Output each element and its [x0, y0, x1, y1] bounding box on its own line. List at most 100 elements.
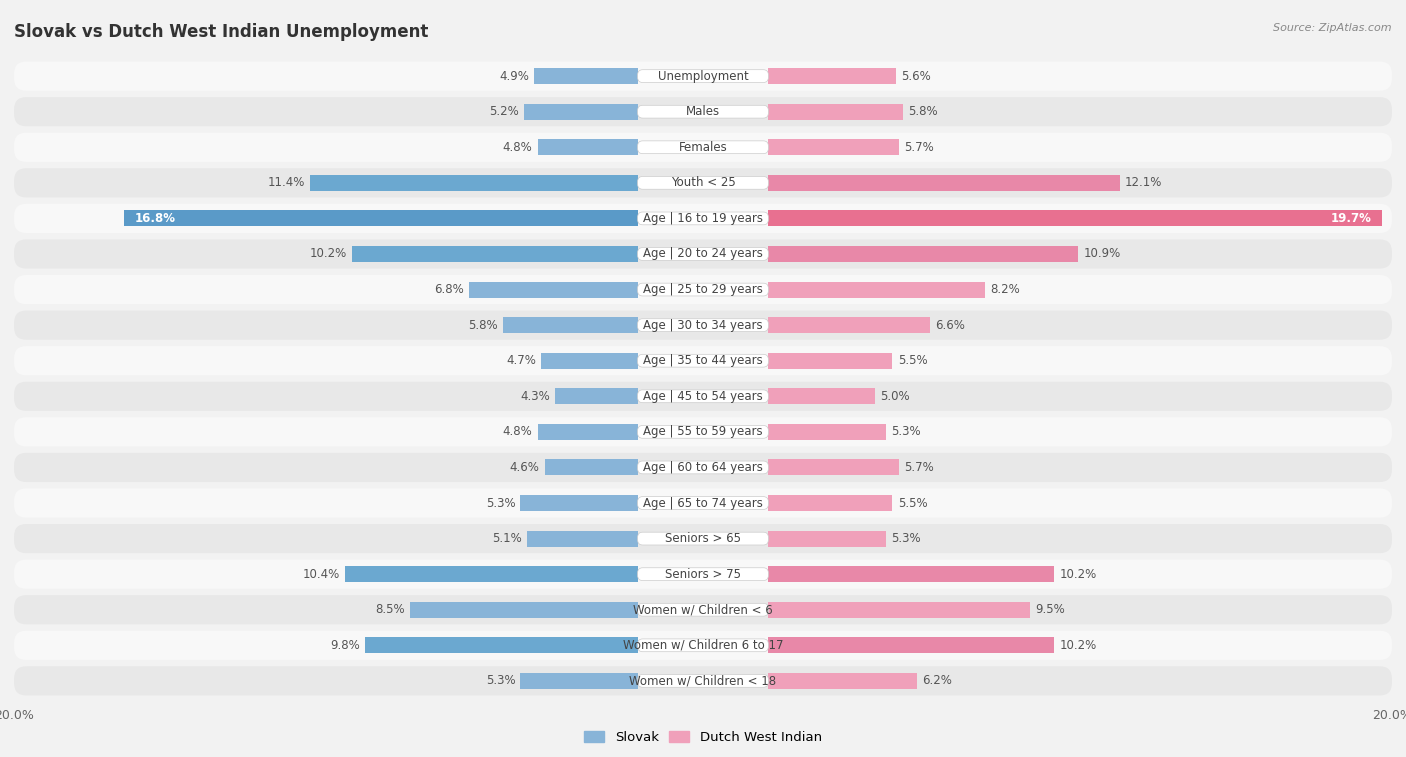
Text: 10.2%: 10.2%	[1060, 568, 1097, 581]
Text: 4.8%: 4.8%	[503, 425, 533, 438]
FancyBboxPatch shape	[14, 346, 1392, 375]
Bar	[366, 637, 637, 653]
Bar	[352, 246, 637, 262]
FancyBboxPatch shape	[637, 319, 769, 332]
Text: Seniors > 75: Seniors > 75	[665, 568, 741, 581]
FancyBboxPatch shape	[14, 239, 1392, 269]
Bar	[527, 531, 637, 547]
Text: 9.5%: 9.5%	[1035, 603, 1066, 616]
FancyBboxPatch shape	[14, 417, 1392, 447]
FancyBboxPatch shape	[14, 631, 1392, 660]
Bar	[344, 566, 637, 582]
Text: Age | 65 to 74 years: Age | 65 to 74 years	[643, 497, 763, 509]
Text: 4.9%: 4.9%	[499, 70, 529, 83]
Text: Youth < 25: Youth < 25	[671, 176, 735, 189]
FancyBboxPatch shape	[637, 390, 769, 403]
Text: 5.1%: 5.1%	[492, 532, 522, 545]
FancyBboxPatch shape	[637, 70, 769, 83]
Text: 6.2%: 6.2%	[922, 674, 952, 687]
FancyBboxPatch shape	[637, 568, 769, 581]
Legend: Slovak, Dutch West Indian: Slovak, Dutch West Indian	[579, 726, 827, 749]
Bar	[537, 424, 637, 440]
FancyBboxPatch shape	[637, 425, 769, 438]
Text: Seniors > 65: Seniors > 65	[665, 532, 741, 545]
FancyBboxPatch shape	[14, 666, 1392, 696]
Text: 5.2%: 5.2%	[489, 105, 519, 118]
FancyBboxPatch shape	[14, 453, 1392, 482]
Text: 5.5%: 5.5%	[897, 497, 927, 509]
Bar	[769, 139, 900, 155]
Bar	[769, 424, 886, 440]
Text: 16.8%: 16.8%	[135, 212, 176, 225]
Bar	[534, 68, 637, 84]
Bar	[524, 104, 637, 120]
Text: 5.5%: 5.5%	[897, 354, 927, 367]
Bar	[555, 388, 637, 404]
Text: 5.8%: 5.8%	[908, 105, 938, 118]
Text: 5.7%: 5.7%	[904, 141, 934, 154]
Bar	[541, 353, 637, 369]
Text: Males: Males	[686, 105, 720, 118]
FancyBboxPatch shape	[14, 595, 1392, 625]
Text: Age | 45 to 54 years: Age | 45 to 54 years	[643, 390, 763, 403]
Text: 5.3%: 5.3%	[485, 674, 515, 687]
Bar	[769, 353, 893, 369]
Text: 5.8%: 5.8%	[468, 319, 498, 332]
Bar	[769, 210, 1382, 226]
Bar	[769, 282, 986, 298]
Text: 11.4%: 11.4%	[267, 176, 305, 189]
FancyBboxPatch shape	[14, 559, 1392, 589]
FancyBboxPatch shape	[637, 283, 769, 296]
Text: 9.8%: 9.8%	[330, 639, 360, 652]
FancyBboxPatch shape	[14, 382, 1392, 411]
FancyBboxPatch shape	[637, 532, 769, 545]
Text: Women w/ Children < 6: Women w/ Children < 6	[633, 603, 773, 616]
Bar	[537, 139, 637, 155]
Text: Slovak vs Dutch West Indian Unemployment: Slovak vs Dutch West Indian Unemployment	[14, 23, 429, 41]
Text: Age | 25 to 29 years: Age | 25 to 29 years	[643, 283, 763, 296]
Bar	[769, 531, 886, 547]
FancyBboxPatch shape	[637, 176, 769, 189]
Text: Women w/ Children 6 to 17: Women w/ Children 6 to 17	[623, 639, 783, 652]
Bar	[769, 602, 1031, 618]
FancyBboxPatch shape	[637, 461, 769, 474]
FancyBboxPatch shape	[637, 141, 769, 154]
FancyBboxPatch shape	[14, 310, 1392, 340]
Text: Source: ZipAtlas.com: Source: ZipAtlas.com	[1274, 23, 1392, 33]
Text: 5.3%: 5.3%	[891, 425, 921, 438]
Bar	[769, 637, 1054, 653]
Text: 5.3%: 5.3%	[891, 532, 921, 545]
FancyBboxPatch shape	[14, 168, 1392, 198]
Text: 12.1%: 12.1%	[1125, 176, 1163, 189]
Text: 5.3%: 5.3%	[485, 497, 515, 509]
Text: 6.8%: 6.8%	[434, 283, 464, 296]
Text: 19.7%: 19.7%	[1330, 212, 1371, 225]
Text: Age | 35 to 44 years: Age | 35 to 44 years	[643, 354, 763, 367]
Bar	[769, 495, 893, 511]
FancyBboxPatch shape	[14, 61, 1392, 91]
Bar	[503, 317, 637, 333]
Text: 5.6%: 5.6%	[901, 70, 931, 83]
Bar	[520, 673, 637, 689]
FancyBboxPatch shape	[14, 488, 1392, 518]
Text: 10.4%: 10.4%	[302, 568, 340, 581]
Text: Unemployment: Unemployment	[658, 70, 748, 83]
Bar	[769, 68, 896, 84]
Text: 8.2%: 8.2%	[991, 283, 1021, 296]
Bar	[769, 673, 917, 689]
Text: 10.2%: 10.2%	[309, 248, 346, 260]
FancyBboxPatch shape	[637, 674, 769, 687]
Bar	[544, 459, 637, 475]
Bar	[769, 566, 1054, 582]
Bar	[468, 282, 637, 298]
Bar	[769, 104, 903, 120]
Text: 10.9%: 10.9%	[1084, 248, 1121, 260]
Text: 4.8%: 4.8%	[503, 141, 533, 154]
FancyBboxPatch shape	[14, 275, 1392, 304]
FancyBboxPatch shape	[637, 248, 769, 260]
FancyBboxPatch shape	[637, 639, 769, 652]
Text: Age | 20 to 24 years: Age | 20 to 24 years	[643, 248, 763, 260]
Bar	[769, 388, 875, 404]
Text: 4.7%: 4.7%	[506, 354, 536, 367]
Bar	[769, 246, 1078, 262]
